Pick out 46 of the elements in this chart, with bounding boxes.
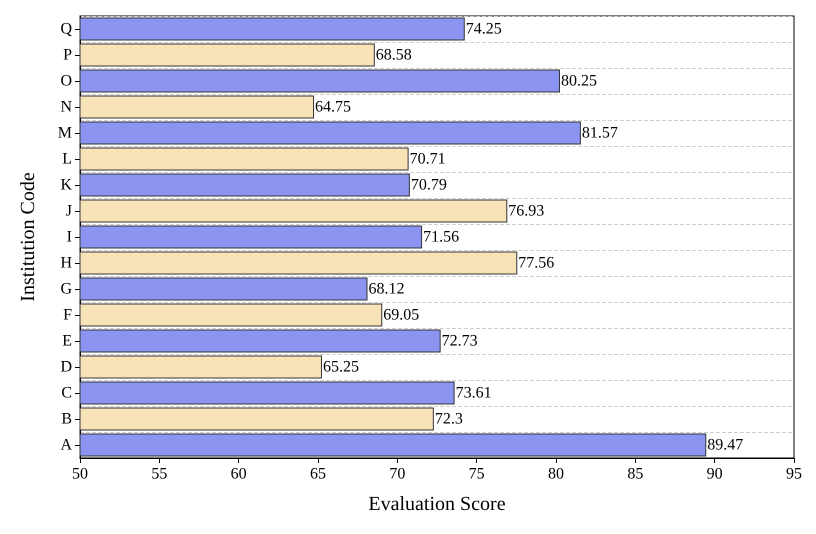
x-tick-label: 75 (468, 466, 485, 482)
data-label: 89.47 (707, 436, 744, 454)
y-tick-label: K (60, 176, 72, 194)
x-tick-label: 95 (786, 466, 802, 482)
y-tick-label: A (60, 436, 72, 454)
y-tick-label: J (66, 202, 72, 220)
y-tick-label: D (60, 358, 72, 376)
x-tick-label: 65 (310, 466, 326, 482)
data-label: 74.25 (466, 20, 502, 38)
data-label: 69.05 (383, 306, 420, 324)
y-tick-label: E (62, 332, 72, 350)
y-tick-label: B (61, 410, 72, 428)
data-label: 68.58 (376, 46, 412, 64)
data-label: 80.25 (560, 72, 597, 90)
y-tick-label: H (60, 254, 72, 272)
x-tick-label: 80 (548, 466, 564, 482)
y-tick-label: L (62, 150, 72, 168)
data-label: 72.3 (434, 410, 463, 428)
data-label: 65.25 (322, 358, 359, 376)
x-tick-label: 70 (389, 466, 406, 482)
y-tick-label: F (63, 306, 72, 324)
y-tick-label: O (60, 72, 72, 90)
data-label: 76.93 (508, 202, 544, 220)
y-tick-label: P (63, 46, 72, 64)
y-tick-label: I (66, 228, 72, 246)
y-tick-label: C (61, 384, 72, 402)
data-label: 71.56 (423, 228, 460, 246)
x-tick-label: 50 (72, 466, 88, 482)
data-label: 70.71 (410, 150, 446, 168)
y-tick-label: G (60, 280, 72, 298)
x-tick-label: 90 (706, 466, 723, 482)
data-label: 73.61 (456, 384, 492, 402)
y-tick-label: N (60, 98, 72, 116)
data-label: 72.73 (442, 332, 478, 350)
x-axis-title: Evaluation Score (368, 493, 506, 515)
data-label: 64.75 (315, 98, 352, 116)
y-tick-label: Q (60, 20, 72, 38)
y-axis-title: Institution Code (17, 172, 39, 302)
x-tick-label: 85 (627, 466, 644, 482)
data-label: 81.57 (582, 124, 618, 142)
data-label: 70.79 (410, 176, 447, 194)
y-tick-label: M (58, 124, 72, 142)
data-label: 77.56 (518, 254, 554, 272)
data-label: 68.12 (368, 280, 405, 298)
x-tick-label: 60 (230, 466, 247, 482)
x-tick-label: 55 (151, 466, 168, 482)
